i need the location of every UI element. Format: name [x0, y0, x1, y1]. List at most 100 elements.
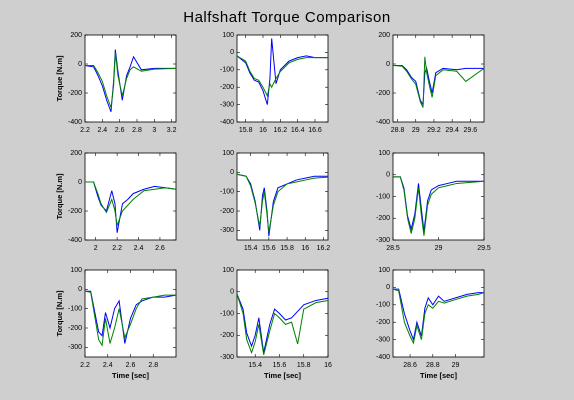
y-tick-label: -200	[376, 215, 390, 222]
data-line	[392, 288, 485, 345]
y-tick-label: -300	[220, 354, 234, 361]
data-line	[84, 290, 176, 347]
x-tick-label: 3.2	[167, 127, 177, 134]
y-axis-label: Torque [N.m]	[55, 173, 64, 220]
y-tick-label: 0	[230, 49, 234, 56]
x-tick-label: 15.4	[244, 245, 258, 252]
y-tick-label: 200	[70, 32, 82, 39]
y-tick-label: -400	[68, 237, 82, 244]
y-tick-label: -300	[68, 344, 82, 351]
x-tick-label: 15.8	[297, 362, 311, 369]
y-tick-label: -300	[220, 227, 234, 234]
x-tick-label: 16.4	[291, 127, 305, 134]
y-tick-label: -100	[376, 193, 390, 200]
x-axis-label: Time [sec]	[264, 371, 301, 380]
y-tick-label: 0	[386, 172, 390, 179]
data-line	[236, 293, 329, 353]
x-tick-label: 28.8	[391, 127, 405, 134]
x-tick-label: 28.6	[403, 362, 417, 369]
data-line	[85, 181, 177, 226]
data-line	[393, 288, 484, 342]
x-tick-label: 2.2	[112, 245, 122, 252]
y-tick-label: -300	[376, 237, 390, 244]
data-line	[236, 293, 329, 355]
y-tick-label: -100	[220, 310, 234, 317]
x-tick-label: 29	[452, 362, 460, 369]
y-tick-label: -400	[68, 119, 82, 126]
x-tick-label: 2.8	[132, 127, 142, 134]
x-tick-label: 3	[152, 127, 156, 134]
y-tick-label: 100	[70, 267, 82, 274]
y-tick-label: 0	[386, 284, 390, 291]
data-line	[85, 52, 177, 108]
y-tick-label: -200	[68, 208, 82, 215]
figure-title: Halfshaft Torque Comparison	[183, 9, 391, 26]
data-line	[393, 64, 484, 107]
y-tick-label: 100	[378, 267, 390, 274]
x-tick-label: 29	[412, 127, 420, 134]
y-tick-label: -200	[68, 90, 82, 97]
x-tick-label: 2.6	[115, 127, 125, 134]
plot-area	[392, 269, 485, 358]
y-tick-label: 0	[78, 286, 82, 293]
x-tick-label: 2.4	[134, 245, 144, 252]
y-tick-label: -400	[376, 354, 390, 361]
x-tick-label: 2.4	[103, 362, 113, 369]
x-tick-label: 15.4	[248, 362, 262, 369]
x-tick-label: 2.2	[80, 127, 90, 134]
x-tick-label: 2.6	[155, 245, 165, 252]
x-tick-label: 29.5	[477, 245, 491, 252]
x-tick-label: 2.4	[97, 127, 107, 134]
x-tick-label: 16.2	[274, 127, 288, 134]
x-tick-label: 28.5	[386, 245, 400, 252]
x-tick-label: 29.2	[427, 127, 441, 134]
x-tick-label: 2.8	[148, 362, 158, 369]
y-tick-label: 0	[78, 61, 82, 68]
y-tick-label: -300	[220, 101, 234, 108]
y-axis-label: Torque [N.m]	[55, 290, 64, 337]
x-tick-label: 16.2	[317, 245, 331, 252]
y-tick-label: -100	[220, 67, 234, 74]
x-tick-label: 29.6	[464, 127, 478, 134]
x-tick-label: 2.2	[80, 362, 90, 369]
x-axis-label: Time [sec]	[112, 371, 149, 380]
y-tick-label: 0	[230, 169, 234, 176]
plot-area	[236, 152, 329, 241]
data-line	[236, 38, 328, 105]
plot-area	[84, 269, 177, 358]
plot-area	[392, 152, 485, 241]
y-tick-label: 0	[78, 179, 82, 186]
y-tick-label: -200	[220, 332, 234, 339]
y-tick-label: 100	[222, 32, 234, 39]
x-tick-label: 29	[435, 245, 443, 252]
y-tick-label: 0	[386, 61, 390, 68]
y-tick-label: -300	[376, 336, 390, 343]
plot-area	[236, 34, 329, 123]
data-line	[236, 173, 329, 233]
x-tick-label: 16	[301, 245, 309, 252]
x-tick-label: 2	[94, 245, 98, 252]
x-tick-label: 16.6	[308, 127, 322, 134]
plot-area	[236, 269, 329, 358]
data-line	[85, 290, 177, 344]
data-line	[392, 56, 485, 108]
data-line	[393, 176, 485, 236]
y-axis-label: Torque [N.m]	[55, 55, 64, 102]
y-tick-label: -200	[220, 84, 234, 91]
x-tick-label: 15.8	[239, 127, 253, 134]
y-tick-label: 100	[222, 267, 234, 274]
x-axis-label: Time [sec]	[420, 371, 457, 380]
data-line	[236, 55, 328, 98]
y-tick-label: -400	[220, 119, 234, 126]
x-tick-label: 28.8	[426, 362, 440, 369]
y-tick-label: 100	[222, 150, 234, 157]
y-tick-label: 100	[378, 150, 390, 157]
y-tick-label: 0	[230, 289, 234, 296]
y-tick-label: -100	[376, 302, 390, 309]
y-tick-label: -200	[376, 90, 390, 97]
x-tick-label: 2.6	[126, 362, 136, 369]
x-tick-label: 15.8	[280, 245, 294, 252]
x-tick-label: 15.6	[273, 362, 287, 369]
